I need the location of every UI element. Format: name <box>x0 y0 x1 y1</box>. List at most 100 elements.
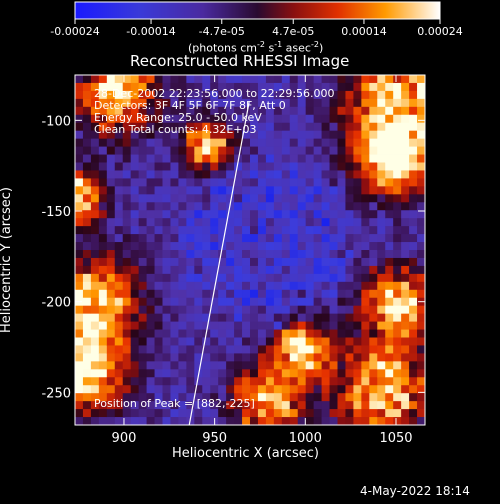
heatmap-cell <box>146 369 155 378</box>
heatmap-cell <box>218 146 227 155</box>
heatmap-cell <box>138 162 147 171</box>
heatmap-cell <box>281 234 291 243</box>
heatmap-cell <box>210 162 219 171</box>
heatmap-cell <box>273 305 283 315</box>
heatmap-cell <box>122 242 132 251</box>
heatmap-cell <box>202 194 211 203</box>
heatmap-cell <box>313 313 322 322</box>
heatmap-cell <box>154 345 163 354</box>
heatmap-cell <box>273 345 283 354</box>
heatmap-cell <box>377 122 386 132</box>
heatmap-cell <box>361 401 370 410</box>
heatmap-cell <box>297 385 307 394</box>
heatmap-cell <box>377 202 386 211</box>
heatmap-cell <box>377 194 386 203</box>
heatmap-cell <box>130 194 140 203</box>
heatmap-cell <box>305 178 315 187</box>
heatmap-cell <box>281 106 291 116</box>
heatmap-cell <box>377 289 386 299</box>
heatmap-cell <box>82 401 92 410</box>
heatmap-cell <box>409 289 418 299</box>
heatmap-cell <box>162 170 171 179</box>
heatmap-cell <box>289 114 299 124</box>
heatmap-cell <box>305 170 315 179</box>
heatmap-cell <box>138 385 147 394</box>
heatmap-cell <box>170 409 179 418</box>
heatmap-cell <box>146 281 155 291</box>
heatmap-cell <box>122 297 132 307</box>
annotation-energy: Energy Range: 25.0 - 50.0 keV <box>94 111 262 124</box>
heatmap-cell <box>401 321 410 330</box>
heatmap-cell <box>409 250 418 259</box>
heatmap-cell <box>257 369 267 378</box>
heatmap-cell <box>122 75 132 84</box>
heatmap-cell <box>250 170 259 179</box>
heatmap-cell <box>393 257 402 267</box>
heatmap-cell <box>337 82 346 92</box>
heatmap-cell <box>353 194 362 203</box>
heatmap-cell <box>337 417 346 425</box>
heatmap-cell <box>369 130 378 140</box>
heatmap-cell <box>122 122 132 132</box>
heatmap-cell <box>90 106 100 116</box>
heatmap-cell <box>186 393 195 402</box>
heatmap-cell <box>401 337 410 346</box>
heatmap-cell <box>138 297 147 307</box>
heatmap-cell <box>90 170 100 179</box>
heatmap-cell <box>170 75 179 84</box>
heatmap-cell <box>130 90 140 100</box>
heatmap-cell <box>202 90 211 100</box>
colorbar-ticks: -0.00024 -0.00014 -4.7e-05 4.7e-05 0.00014 0.… <box>50 19 463 38</box>
heatmap-cell <box>226 130 235 140</box>
heatmap-cell <box>393 242 402 251</box>
heatmap-cell <box>337 218 346 227</box>
heatmap-cell <box>202 138 211 147</box>
heatmap-cell <box>409 82 418 92</box>
heatmap-cell <box>369 82 378 92</box>
heatmap-cell <box>170 393 179 402</box>
heatmap-cell <box>313 106 322 116</box>
heatmap-cell <box>98 210 108 219</box>
heatmap-cell <box>130 82 140 92</box>
heatmap-cell <box>297 273 307 283</box>
heatmap-cell <box>138 417 147 425</box>
heatmap-cell <box>138 289 147 299</box>
heatmap-cell <box>178 146 187 155</box>
heatmap-cell <box>401 297 410 307</box>
heatmap-cell <box>250 82 259 92</box>
heatmap-cell <box>305 194 315 203</box>
heatmap-cell <box>377 345 386 354</box>
heatmap-cell <box>305 417 315 425</box>
heatmap-cell <box>393 265 402 275</box>
heatmap-cell <box>353 218 362 227</box>
heatmap-cell <box>361 98 370 108</box>
heatmap-cell <box>273 265 283 275</box>
heatmap-cell <box>329 257 338 267</box>
heatmap-cell <box>361 234 370 243</box>
heatmap-cell <box>289 329 299 338</box>
heatmap-cell <box>297 313 307 322</box>
heatmap-cell <box>242 226 251 235</box>
heatmap-cell <box>210 226 219 235</box>
heatmap-cell <box>353 409 362 418</box>
heatmap-cell <box>281 202 291 211</box>
heatmap-cell <box>75 82 84 92</box>
heatmap-cell <box>202 281 211 291</box>
heatmap-cell <box>234 273 243 283</box>
heatmap-cell <box>98 170 108 179</box>
heatmap-cell <box>329 409 338 418</box>
heatmap-cell <box>114 202 124 211</box>
heatmap-cell <box>210 82 219 92</box>
heatmap-cell <box>242 321 251 330</box>
heatmap-cell <box>417 393 425 402</box>
heatmap-cell <box>353 75 362 84</box>
heatmap-cell <box>242 75 251 84</box>
heatmap-cell <box>122 82 132 92</box>
heatmap-cell <box>170 353 179 362</box>
heatmap-cell <box>250 305 259 315</box>
heatmap-cell <box>218 130 227 140</box>
heatmap-cell <box>329 178 338 187</box>
heatmap-cell <box>114 305 124 315</box>
heatmap-cell <box>162 313 171 322</box>
